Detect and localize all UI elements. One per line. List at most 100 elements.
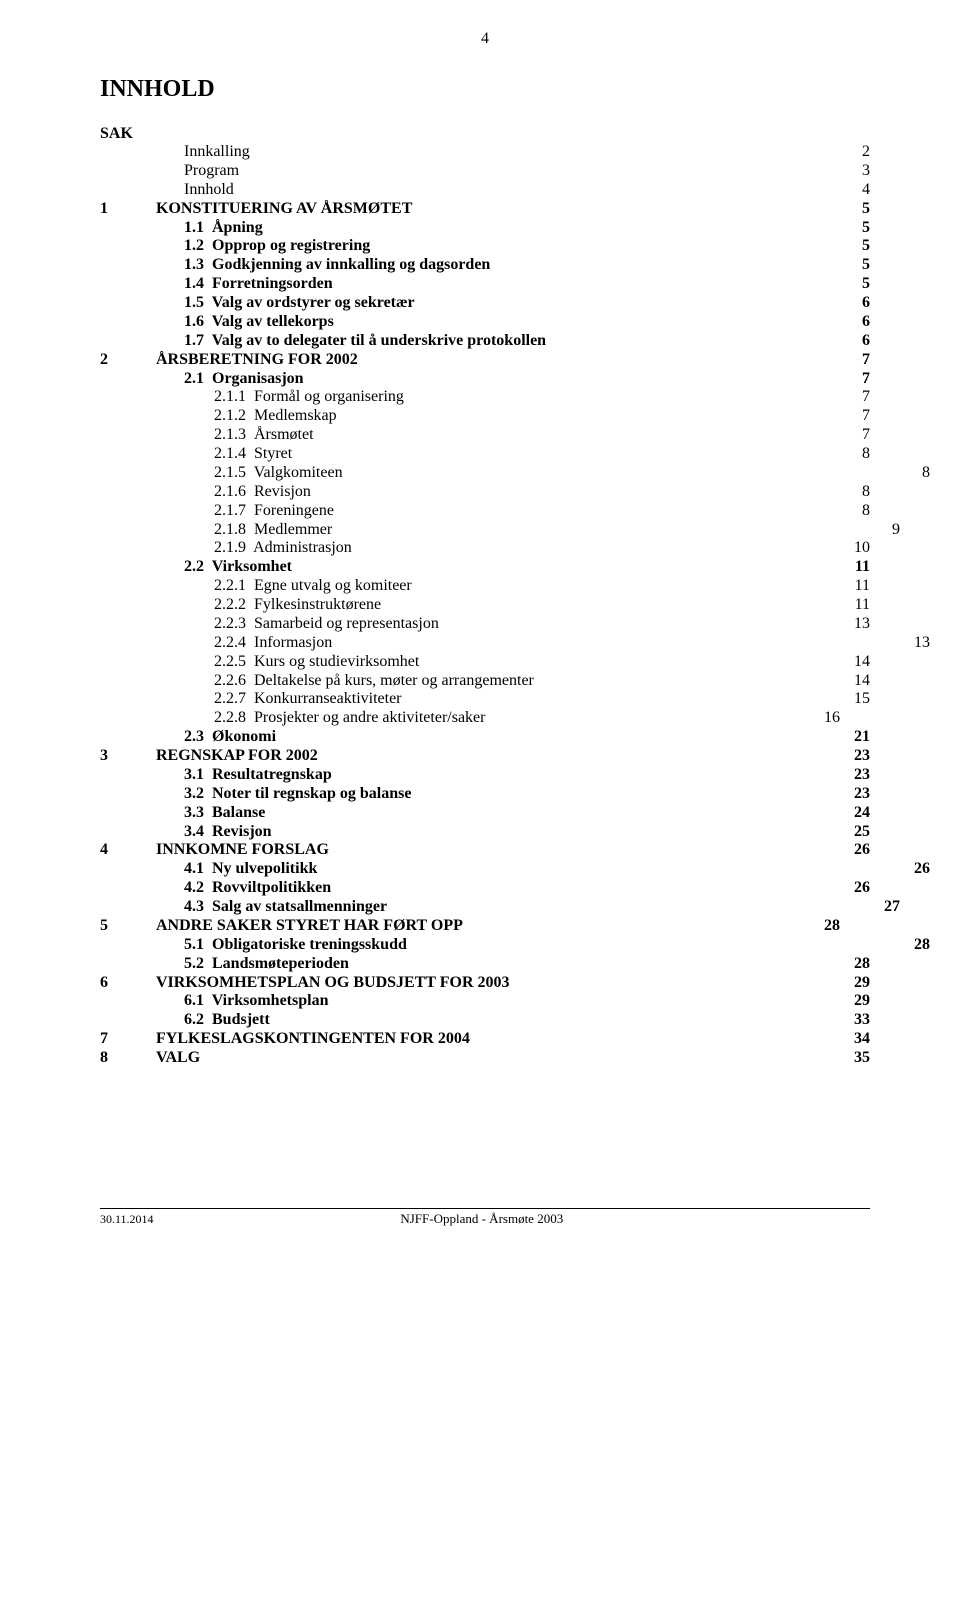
toc-page-number: 14 xyxy=(830,653,870,672)
toc-entry-text: 2.1 Organisasjon xyxy=(128,370,830,389)
toc-row: 2.2.7 Konkurranseaktiviteter15 xyxy=(100,690,870,709)
toc-page-number: 5 xyxy=(830,200,870,219)
toc-entry-text: 2.1.2 Medlemskap xyxy=(128,407,830,426)
toc-page-number: 16 xyxy=(800,709,840,728)
sak-label: SAK xyxy=(100,125,870,143)
toc-page-number: 10 xyxy=(830,539,870,558)
toc-page-number: 29 xyxy=(830,992,870,1011)
toc-row: 1.5 Valg av ordstyrer og sekretær6 xyxy=(100,294,870,313)
toc-page-number: 23 xyxy=(830,785,870,804)
toc-section-number: 5 xyxy=(100,917,128,936)
toc-row: 2.1 Organisasjon7 xyxy=(100,370,870,389)
toc-row: Innhold4 xyxy=(100,181,870,200)
toc-entry-text: 2.2.4 Informasjon xyxy=(128,634,830,653)
toc-entry-text: 1.1 Åpning xyxy=(128,219,830,238)
toc-row: 4.3 Salg av statsallmenninger27 xyxy=(100,898,870,917)
toc-entry-text: VALG xyxy=(128,1049,830,1068)
toc-entry-text: 3.3 Balanse xyxy=(128,804,830,823)
toc-row: 2.2 Virksomhet11 xyxy=(100,558,870,577)
toc-page-number: 11 xyxy=(830,596,870,615)
toc-row: 2.1.9 Administrasjon10 xyxy=(100,539,870,558)
toc-entry-text: 2.2 Virksomhet xyxy=(128,558,830,577)
toc-row: 2.1.4 Styret8 xyxy=(100,445,870,464)
toc-page-number: 11 xyxy=(830,558,870,577)
toc-entry-text: 2.1.4 Styret xyxy=(128,445,830,464)
toc-entry-text: 1.2 Opprop og registrering xyxy=(128,237,830,256)
toc-entry-text: ANDRE SAKER STYRET HAR FØRT OPP xyxy=(128,917,830,936)
toc-page-number: 3 xyxy=(830,162,870,181)
toc-page-number: 21 xyxy=(830,728,870,747)
toc-entry-text: 1.6 Valg av tellekorps xyxy=(128,313,830,332)
toc-entry-text: 6.2 Budsjett xyxy=(128,1011,830,1030)
toc-row: 3.3 Balanse24 xyxy=(100,804,870,823)
toc-row: 2.1.3 Årsmøtet7 xyxy=(100,426,870,445)
toc-row: 1KONSTITUERING AV ÅRSMØTET5 xyxy=(100,200,870,219)
toc-row: 2.1.7 Foreningene8 xyxy=(100,502,870,521)
toc-entry-text: REGNSKAP FOR 2002 xyxy=(128,747,830,766)
toc-page-number: 23 xyxy=(830,766,870,785)
toc-row: 3REGNSKAP FOR 200223 xyxy=(100,747,870,766)
toc-row: 2.2.6 Deltakelse på kurs, møter og arran… xyxy=(100,672,870,691)
toc-row: 2.1.6 Revisjon8 xyxy=(100,483,870,502)
toc-section-number: 8 xyxy=(100,1049,128,1068)
toc-entry-text: 2.2.6 Deltakelse på kurs, møter og arran… xyxy=(128,672,830,691)
toc-section-number: 7 xyxy=(100,1030,128,1049)
toc-row: 2.2.8 Prosjekter og andre aktiviteter/sa… xyxy=(100,709,870,728)
toc-entry-text: 2.1.6 Revisjon xyxy=(128,483,830,502)
footer-date: 30.11.2014 xyxy=(100,1212,154,1227)
toc-entry-text: 2.2.8 Prosjekter og andre aktiviteter/sa… xyxy=(128,709,830,728)
toc-page-number: 8 xyxy=(830,445,870,464)
toc-page-number: 8 xyxy=(830,483,870,502)
toc-page-number: 26 xyxy=(830,841,870,860)
toc-row: 3.2 Noter til regnskap og balanse23 xyxy=(100,785,870,804)
toc-page-number: 9 xyxy=(860,521,900,540)
toc-row: 3.1 Resultatregnskap23 xyxy=(100,766,870,785)
toc-page-number: 29 xyxy=(830,974,870,993)
toc-row: Innkalling2 xyxy=(100,143,870,162)
toc-entry-text: 2.1.5 Valgkomiteen xyxy=(128,464,830,483)
toc-page-number: 33 xyxy=(830,1011,870,1030)
toc-row: 2.2.2 Fylkesinstruktørene11 xyxy=(100,596,870,615)
toc-page-number: 8 xyxy=(830,502,870,521)
toc-page-number: 6 xyxy=(830,294,870,313)
toc-entry-text: 1.5 Valg av ordstyrer og sekretær xyxy=(128,294,830,313)
toc-page-number: 6 xyxy=(830,313,870,332)
toc-page-number: 11 xyxy=(830,577,870,596)
toc-page-number: 28 xyxy=(890,936,930,955)
toc-page-number: 7 xyxy=(830,388,870,407)
toc-page-number: 5 xyxy=(830,256,870,275)
toc-entry-text: Innkalling xyxy=(128,143,830,162)
toc-row: 2.2.5 Kurs og studievirksomhet14 xyxy=(100,653,870,672)
toc-entry-text: ÅRSBERETNING FOR 2002 xyxy=(128,351,830,370)
footer-center: NJFF-Oppland - Årsmøte 2003 xyxy=(154,1211,810,1227)
toc-row: 2ÅRSBERETNING FOR 20027 xyxy=(100,351,870,370)
toc-row: 2.2.1 Egne utvalg og komiteer11 xyxy=(100,577,870,596)
toc-row: 1.4 Forretningsorden5 xyxy=(100,275,870,294)
toc-row: 4.2 Rovviltpolitikken26 xyxy=(100,879,870,898)
toc-entry-text: 3.4 Revisjon xyxy=(128,823,830,842)
toc-row: 2.1.2 Medlemskap7 xyxy=(100,407,870,426)
table-of-contents: Innkalling2Program3Innhold41KONSTITUERIN… xyxy=(100,143,870,1068)
toc-page-number: 8 xyxy=(890,464,930,483)
toc-row: 7FYLKESLAGSKONTINGENTEN FOR 200434 xyxy=(100,1030,870,1049)
toc-row: 2.1.1 Formål og organisering7 xyxy=(100,388,870,407)
toc-entry-text: 2.2.5 Kurs og studievirksomhet xyxy=(128,653,830,672)
toc-row: 2.3 Økonomi21 xyxy=(100,728,870,747)
toc-section-number: 3 xyxy=(100,747,128,766)
toc-page-number: 7 xyxy=(830,351,870,370)
toc-entry-text: Innhold xyxy=(128,181,830,200)
toc-entry-text: 5.2 Landsmøteperioden xyxy=(128,955,830,974)
toc-page-number: 25 xyxy=(830,823,870,842)
toc-page-number: 7 xyxy=(830,407,870,426)
toc-section-number: 4 xyxy=(100,841,128,860)
toc-page-number: 34 xyxy=(830,1030,870,1049)
toc-entry-text: 1.4 Forretningsorden xyxy=(128,275,830,294)
toc-row: 8VALG35 xyxy=(100,1049,870,1068)
toc-page-number: 5 xyxy=(830,219,870,238)
toc-page-number: 23 xyxy=(830,747,870,766)
toc-row: 2.2.3 Samarbeid og representasjon13 xyxy=(100,615,870,634)
toc-entry-text: 5.1 Obligatoriske treningsskudd xyxy=(128,936,830,955)
toc-row: 4.1 Ny ulvepolitikk26 xyxy=(100,860,870,879)
toc-row: 1.6 Valg av tellekorps6 xyxy=(100,313,870,332)
toc-row: 6.2 Budsjett33 xyxy=(100,1011,870,1030)
